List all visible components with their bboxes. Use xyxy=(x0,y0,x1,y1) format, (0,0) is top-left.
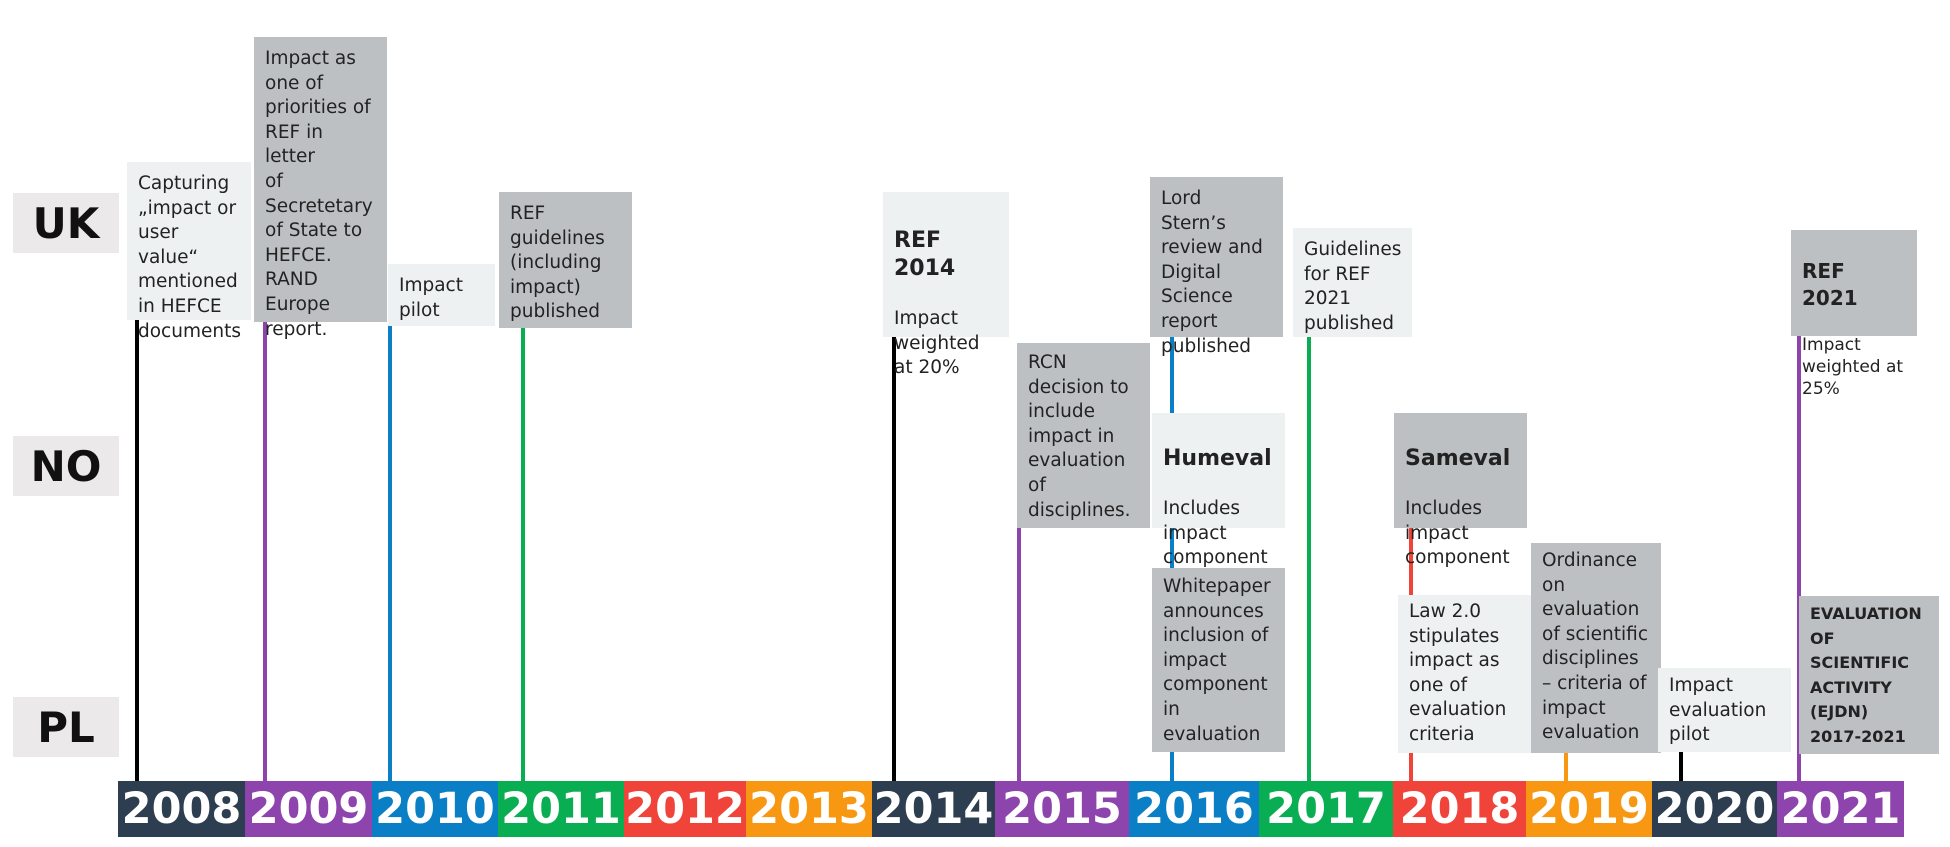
event-uk-2016: Lord Stern’s review and Digital Science … xyxy=(1150,177,1283,357)
year-2018: 2018 xyxy=(1393,781,1526,837)
year-2014: 2014 xyxy=(872,781,995,837)
year-2011: 2011 xyxy=(498,781,624,837)
event-uk-2009: Impact as one of priorities of REF in le… xyxy=(254,37,387,340)
event-text: Impact weighted at 25% xyxy=(1802,335,1904,399)
stem-2011 xyxy=(521,320,525,781)
event-title: REF 2014 xyxy=(894,227,956,281)
stem-2016 xyxy=(1170,335,1174,781)
event-no-2018: Sameval Includes impact component xyxy=(1394,413,1527,568)
year-2021: 2021 xyxy=(1777,781,1904,837)
event-no-2016: Humeval Includes impact component xyxy=(1152,413,1285,568)
year-2009: 2009 xyxy=(245,781,372,837)
event-text: Includes impact component xyxy=(1405,498,1510,569)
stem-2015 xyxy=(1017,525,1021,781)
event-pl-2021: EVALUATION OF SCIENTIFIC ACTIVITY (EJDN)… xyxy=(1799,596,1939,754)
year-2008: 2008 xyxy=(118,781,245,837)
year-2015: 2015 xyxy=(995,781,1129,837)
event-uk-2008: Capturing „impact or user value“ mention… xyxy=(127,162,251,342)
year-2012: 2012 xyxy=(624,781,746,837)
event-uk-2017: Guidelines for REF 2021 published xyxy=(1293,228,1412,337)
event-text: Impact weighted at 20% xyxy=(894,308,980,379)
stem-2019 xyxy=(1564,750,1568,781)
year-2010: 2010 xyxy=(372,781,498,837)
stem-2009 xyxy=(263,320,267,781)
event-uk-2014: REF 2014 Impact weighted at 20% xyxy=(883,192,1009,378)
stem-2008 xyxy=(135,320,139,781)
country-label-pl: PL xyxy=(13,697,119,757)
country-label-uk: UK xyxy=(13,193,119,253)
year-2020: 2020 xyxy=(1652,781,1777,837)
event-pl-2016: Whitepaper announces inclusion of impact… xyxy=(1152,568,1285,752)
event-title: Sameval xyxy=(1405,445,1511,471)
event-pl-2018: Law 2.0 stipulates impact as one of eval… xyxy=(1398,595,1531,753)
event-uk-2010: Impact pilot xyxy=(388,264,495,326)
stem-2017 xyxy=(1307,335,1311,781)
stem-2010 xyxy=(388,320,392,781)
event-title: Humeval xyxy=(1163,445,1272,471)
event-pl-2019: Ordinance on evaluation of scientific di… xyxy=(1531,543,1661,753)
year-2019: 2019 xyxy=(1526,781,1652,837)
event-pl-2020: Impact evaluation pilot xyxy=(1658,668,1791,752)
event-uk-2011: REF guidelines (including impact) publis… xyxy=(499,192,632,328)
stem-2020 xyxy=(1679,750,1683,781)
stem-2014 xyxy=(892,335,896,781)
event-uk-2021: REF 2021 Impact weighted at 25% xyxy=(1791,230,1917,399)
year-2017: 2017 xyxy=(1259,781,1393,837)
stem-2021 xyxy=(1797,335,1801,781)
event-no-2015: RCN decision to include impact in evalua… xyxy=(1017,343,1150,528)
country-label-no: NO xyxy=(13,436,119,496)
event-title: REF 2021 xyxy=(1802,259,1858,310)
event-text: Includes impact component xyxy=(1163,498,1268,569)
year-2013: 2013 xyxy=(746,781,872,837)
year-2016: 2016 xyxy=(1129,781,1259,837)
